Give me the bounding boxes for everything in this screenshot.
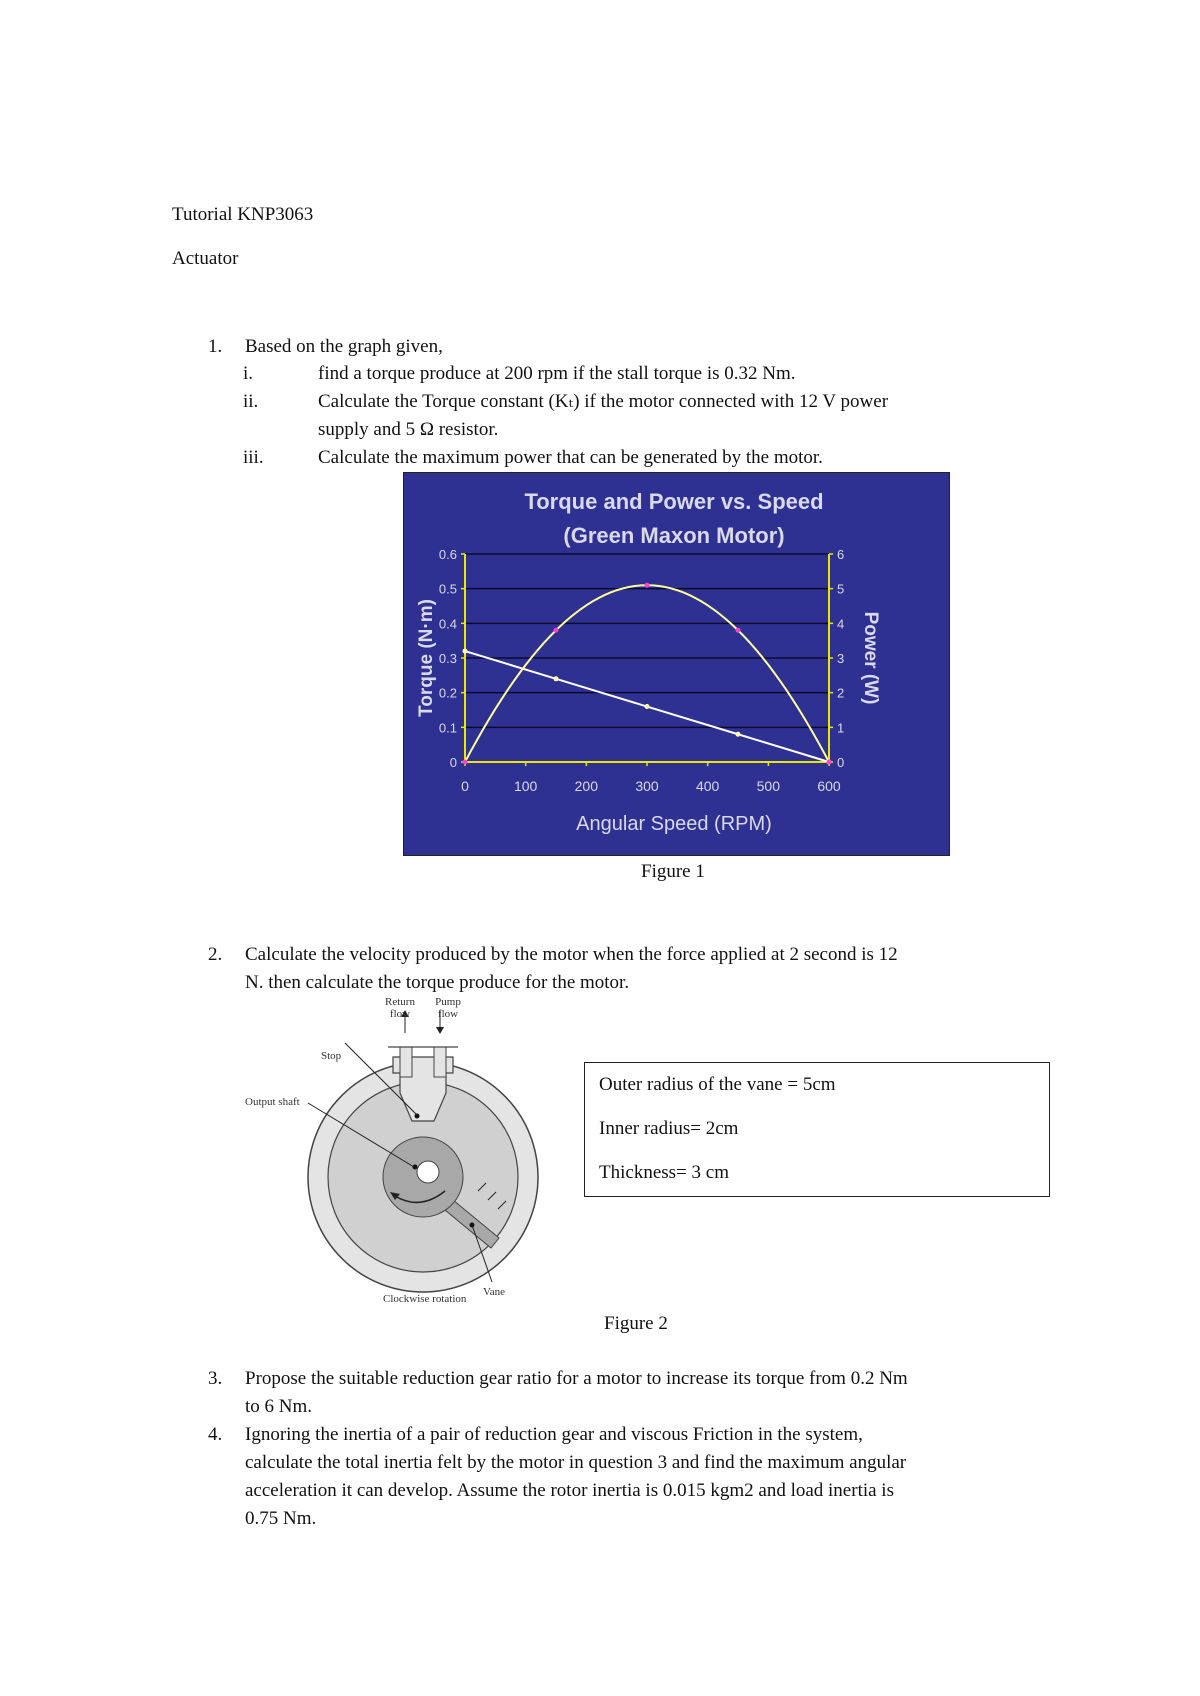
question-2-number: 2. xyxy=(208,944,223,965)
chart-title-line-2: (Green Maxon Motor) xyxy=(563,523,784,548)
y2-tick-label: 1 xyxy=(837,720,844,735)
y2-axis-label: Power (W) xyxy=(860,612,881,705)
y2-tick-label: 2 xyxy=(837,686,844,701)
pump-port xyxy=(433,1046,447,1078)
pump-flow-label-2: flow xyxy=(438,1008,458,1020)
power-point xyxy=(644,582,650,588)
power-point xyxy=(462,759,468,765)
return-flow-label-2: flow xyxy=(390,1008,410,1020)
torque-point xyxy=(644,704,650,710)
question-3-text: Propose the suitable reduction gear rati… xyxy=(245,1368,908,1389)
return-flow-label: Return xyxy=(385,996,415,1008)
y2-tick-label: 6 xyxy=(837,547,844,562)
return-port xyxy=(399,1046,413,1078)
y2-tick-label: 0 xyxy=(837,755,844,770)
y2-tick-label: 4 xyxy=(837,616,844,631)
y-tick-label: 0.5 xyxy=(439,582,457,597)
output-shaft-label: Output shaft xyxy=(245,1096,300,1108)
question-4-text-4: 0.75 Nm. xyxy=(245,1508,317,1529)
question-3-number: 3. xyxy=(208,1368,223,1389)
x-axis-label: Angular Speed (RPM) xyxy=(576,813,772,835)
y-tick-label: 0.3 xyxy=(439,651,457,666)
figure-2-caption: Figure 2 xyxy=(604,1313,668,1334)
y-tick-label: 0.4 xyxy=(439,616,457,631)
question-2-text: Calculate the velocity produced by the m… xyxy=(245,944,898,965)
question-4-number: 4. xyxy=(208,1424,223,1445)
x-tick-label: 500 xyxy=(757,778,781,794)
question-1-number: 1. xyxy=(208,336,223,357)
torque-point xyxy=(553,676,559,682)
y2-tick-label: 5 xyxy=(837,582,844,597)
output-shaft xyxy=(416,1160,440,1184)
x-tick-label: 0 xyxy=(461,778,469,794)
part-i-number: i. xyxy=(243,363,254,384)
document-subtitle: Actuator xyxy=(172,248,239,269)
vane-actuator-diagram: Return flow Pump flow Stop Output shaft … xyxy=(245,996,539,1305)
thickness-text: Thickness= 3 cm xyxy=(599,1162,729,1183)
part-ii-text: Calculate the Torque constant (Kₜ) if th… xyxy=(318,391,889,412)
power-curve xyxy=(464,584,830,763)
outer-radius-text: Outer radius of the vane = 5cm xyxy=(599,1074,836,1095)
question-1-text: Based on the graph given, xyxy=(245,336,443,357)
x-tick-label: 600 xyxy=(817,778,841,794)
question-3-text-2: to 6 Nm. xyxy=(245,1396,313,1417)
inner-radius-text: Inner radius= 2cm xyxy=(599,1118,739,1139)
y2-tick-label: 3 xyxy=(837,651,844,666)
vane-label: Vane xyxy=(483,1286,505,1298)
torque-point xyxy=(735,731,741,737)
x-tick-label: 100 xyxy=(514,778,538,794)
x-tick-label: 300 xyxy=(635,778,659,794)
power-point xyxy=(553,627,559,633)
pump-flow-label: Pump xyxy=(435,996,461,1008)
question-4-text-2: calculate the total inertia felt by the … xyxy=(245,1452,907,1473)
chart-title-line-1: Torque and Power vs. Speed xyxy=(524,489,823,514)
torque-power-chart: Torque and Power vs. Speed (Green Maxon … xyxy=(403,472,950,856)
question-4-text-3: acceleration it can develop. Assume the … xyxy=(245,1480,894,1501)
part-ii-text-2: supply and 5 Ω resistor. xyxy=(318,419,499,440)
rotation-arrow-icon xyxy=(394,1190,446,1204)
stop-label: Stop xyxy=(321,1050,342,1062)
question-4-text: Ignoring the inertia of a pair of reduct… xyxy=(245,1424,863,1445)
pressure-arrows-icon xyxy=(477,1182,507,1210)
power-point xyxy=(735,627,741,633)
y-tick-label: 0 xyxy=(450,755,457,770)
y-tick-label: 0.6 xyxy=(439,547,457,562)
rotation-label: Clockwise rotation xyxy=(383,1293,467,1305)
y-tick-label: 0.1 xyxy=(439,720,457,735)
x-tick-label: 400 xyxy=(696,778,720,794)
figure-1-caption: Figure 1 xyxy=(641,861,705,882)
part-i-text: find a torque produce at 200 rpm if the … xyxy=(318,363,796,384)
vane-dimensions-box: Outer radius of the vane = 5cm Inner rad… xyxy=(584,1062,1050,1197)
question-2-text-2: N. then calculate the torque produce for… xyxy=(245,972,630,993)
y-tick-label: 0.2 xyxy=(439,686,457,701)
part-iii-text: Calculate the maximum power that can be … xyxy=(318,447,823,468)
part-ii-number: ii. xyxy=(243,391,259,412)
part-iii-number: iii. xyxy=(243,447,264,468)
power-point xyxy=(826,759,832,765)
document-title: Tutorial KNP3063 xyxy=(172,204,314,225)
x-tick-label: 200 xyxy=(575,778,599,794)
y-axis-label: Torque (N·m) xyxy=(416,599,437,717)
torque-point xyxy=(462,648,468,654)
